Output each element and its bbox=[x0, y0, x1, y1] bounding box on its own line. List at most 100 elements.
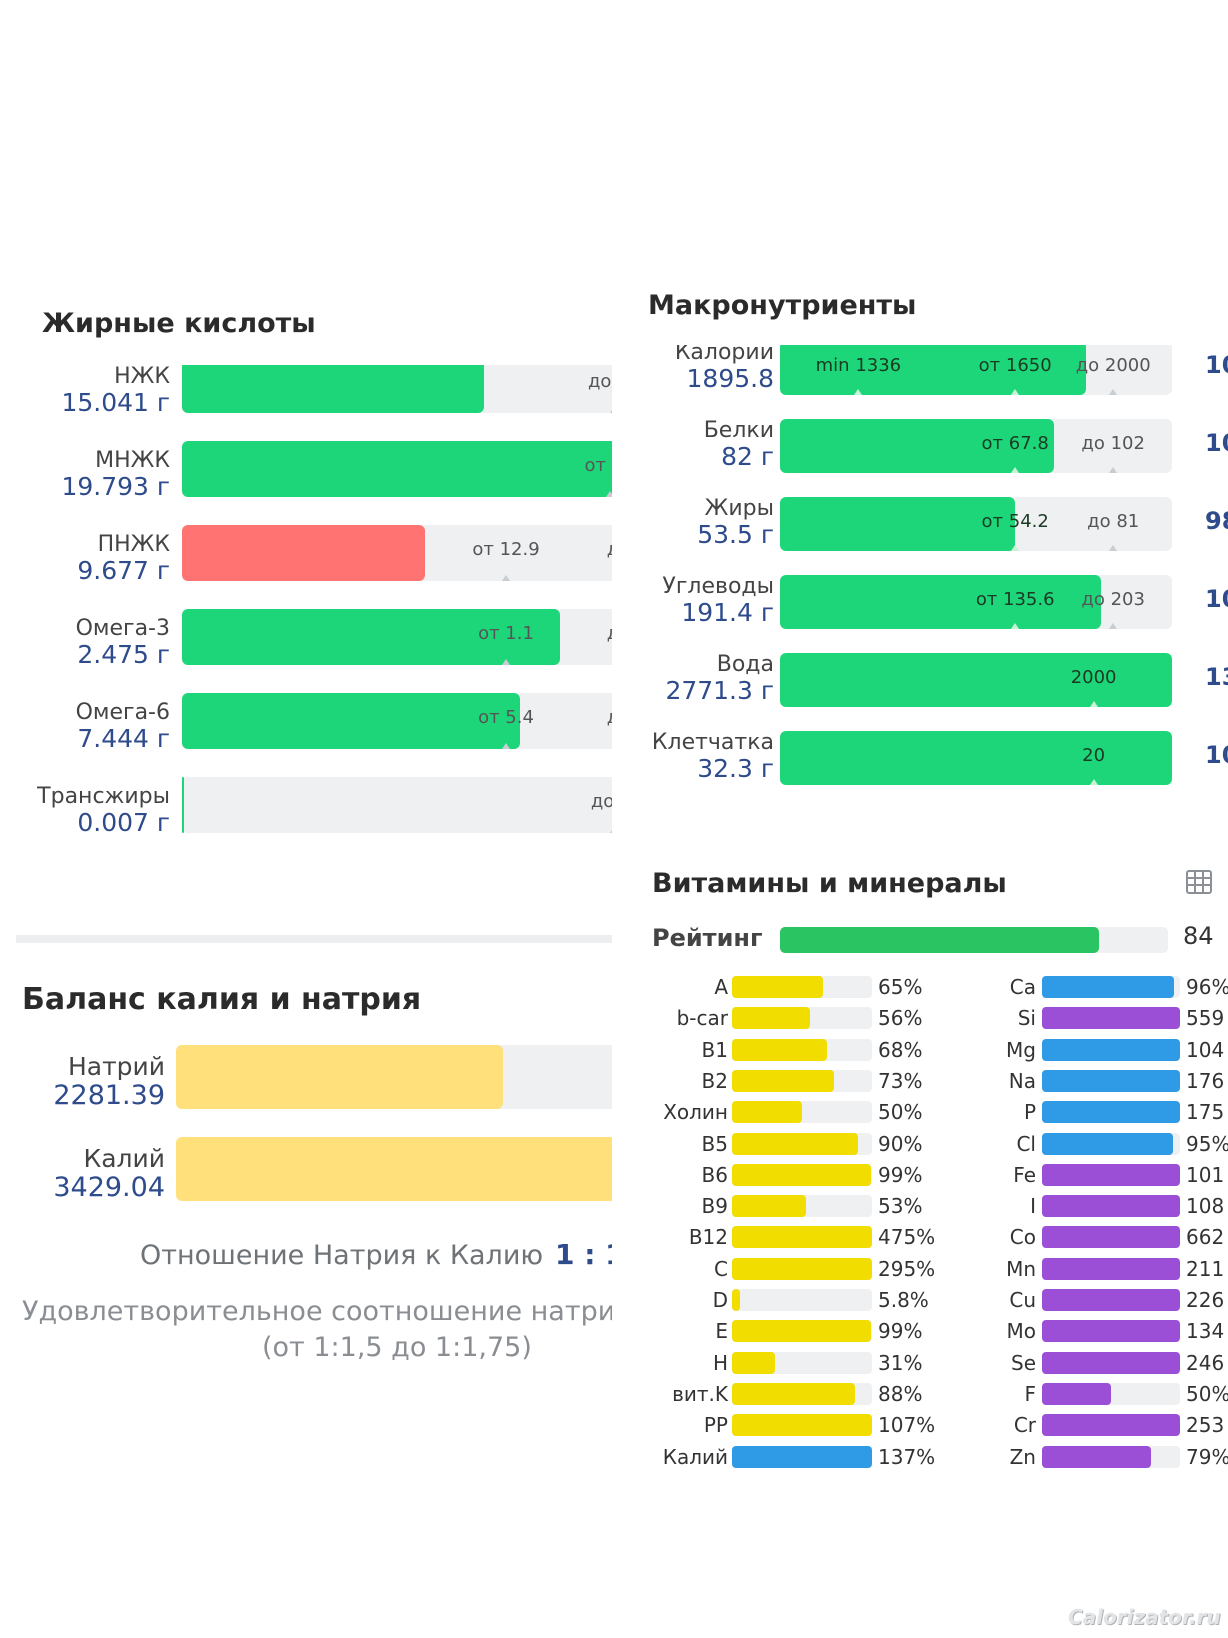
norm-tick bbox=[502, 743, 510, 749]
nutrient-name: A bbox=[714, 975, 728, 999]
macro-value: 32.3 г bbox=[697, 754, 774, 783]
ratio-row: Отношение Натрия к Калию 1 : 1. bbox=[0, 1238, 612, 1278]
nutrient-bar-fill bbox=[732, 1070, 835, 1092]
norm-marker: до 21 bbox=[587, 371, 612, 392]
nutrient-name: Cr bbox=[1013, 1413, 1036, 1437]
nutrient-percent: 53% bbox=[878, 1194, 923, 1218]
nutrient-bar-fill bbox=[1042, 1164, 1180, 1186]
nutrient-name: Холин bbox=[663, 1100, 728, 1124]
nutrient-bar-fill bbox=[1042, 1383, 1111, 1405]
fatty-acid-bar-fill bbox=[182, 609, 560, 665]
fatty-acid-bar: от 1.1 до bbox=[182, 609, 612, 665]
balance-label: Калий 3429.04 bbox=[53, 1145, 165, 1203]
nutrient-percent: 5.8% bbox=[878, 1288, 929, 1312]
nutrient-percent: 253 bbox=[1186, 1413, 1225, 1437]
norm-tick bbox=[1109, 545, 1118, 551]
nutrient-name: E bbox=[715, 1319, 728, 1343]
balance-bar-fill bbox=[176, 1137, 612, 1201]
nutrient-bar bbox=[732, 1414, 872, 1436]
norm-marker: от 19 bbox=[584, 455, 612, 476]
nutrient-bar-fill bbox=[732, 1007, 811, 1029]
ratio-note-line2: (от 1:1,5 до 1:1,75) bbox=[262, 1332, 532, 1363]
nutrient-percent: 559 bbox=[1186, 1006, 1225, 1030]
norm-marker: 2000 bbox=[1070, 667, 1117, 688]
balance-value: 3429.04 bbox=[53, 1172, 165, 1203]
nutrient-percent: 99% bbox=[878, 1319, 923, 1343]
norm-tick bbox=[1011, 467, 1020, 473]
nutrient-bar bbox=[1042, 1226, 1180, 1248]
norm-tick bbox=[1089, 779, 1098, 785]
nutrient-bar bbox=[1042, 1070, 1180, 1092]
fatty-acid-name: Трансжиры bbox=[37, 784, 170, 809]
table-icon[interactable] bbox=[1185, 868, 1213, 896]
fatty-acid-bar-fill bbox=[182, 365, 484, 413]
nutrient-bar bbox=[1042, 1383, 1180, 1405]
nutrient-bar bbox=[732, 1383, 872, 1405]
nutrient-name: D bbox=[712, 1288, 728, 1312]
nutrient-bar bbox=[732, 1007, 872, 1029]
nutrient-bar-fill bbox=[732, 976, 823, 998]
fatty-acid-name: ПНЖК bbox=[97, 532, 170, 557]
nutrient-percent: 137% bbox=[878, 1445, 936, 1469]
macro-bar: min 1336 от 1650 до 2000 bbox=[780, 345, 1172, 395]
nutrient-bar-fill bbox=[732, 1039, 828, 1061]
nutrient-percent: 56% bbox=[878, 1006, 923, 1030]
nutrient-bar-fill bbox=[1042, 1195, 1180, 1217]
nutrient-bar-fill bbox=[1042, 976, 1175, 998]
rating-label: Рейтинг bbox=[652, 924, 763, 952]
nutrient-bar-fill bbox=[1042, 1414, 1180, 1436]
norm-marker: от 12.9 bbox=[472, 539, 540, 560]
nutrient-bar bbox=[1042, 1007, 1180, 1029]
nutrient-bar bbox=[1042, 1101, 1180, 1123]
nutrient-bar-fill bbox=[732, 1352, 776, 1374]
fatty-acid-label: МНЖК 19.793 г bbox=[61, 449, 170, 501]
nutrient-percent: 68% bbox=[878, 1038, 923, 1062]
fatty-acid-value: 9.677 г bbox=[77, 556, 170, 585]
nutrient-percent: 107% bbox=[878, 1413, 936, 1437]
balance-bar-fill bbox=[176, 1045, 503, 1109]
nutrient-bar-fill bbox=[732, 1289, 741, 1311]
balance-value: 2281.39 bbox=[53, 1080, 165, 1111]
macro-name: Белки bbox=[703, 418, 774, 443]
nutrient-bar-fill bbox=[1042, 1070, 1180, 1092]
nutrient-bar bbox=[732, 1195, 872, 1217]
nutrient-percent: 79% bbox=[1186, 1445, 1228, 1469]
fatty-acid-bar: до 21 bbox=[182, 365, 612, 413]
nutrient-bar bbox=[1042, 1039, 1180, 1061]
norm-tick bbox=[502, 659, 510, 665]
macro-bar-fill bbox=[780, 497, 1016, 551]
norm-marker: от 67.8 bbox=[981, 433, 1049, 454]
macro-label: Вода 2771.3 г bbox=[665, 653, 774, 705]
nutrient-bar-fill bbox=[732, 1164, 871, 1186]
nutrient-name: Cl bbox=[1016, 1132, 1036, 1156]
nutrient-name: B2 bbox=[701, 1069, 728, 1093]
nutrient-bar-fill bbox=[1042, 1258, 1180, 1280]
fatty-acid-value: 19.793 г bbox=[61, 472, 170, 501]
fatty-acid-label: Омега-6 7.444 г bbox=[76, 701, 170, 753]
macro-label: Калории 1895.8 bbox=[675, 345, 774, 392]
nutrient-bar-fill bbox=[1042, 1226, 1180, 1248]
fatty-acid-bar: до 2. bbox=[182, 777, 612, 833]
norm-tick bbox=[1109, 389, 1118, 395]
macro-label: Клетчатка 32.3 г bbox=[652, 731, 774, 783]
macro-name: Углеводы bbox=[662, 574, 774, 599]
nutrient-percent: 104 bbox=[1186, 1038, 1225, 1062]
nutrient-bar bbox=[1042, 1446, 1180, 1468]
nutrient-bar-fill bbox=[1042, 1101, 1180, 1123]
macro-bar-fill bbox=[780, 345, 1086, 395]
norm-marker: от 1650 bbox=[978, 355, 1052, 376]
nutrient-name: b-car bbox=[676, 1006, 728, 1030]
nutrient-name: Na bbox=[1008, 1069, 1036, 1093]
macro-percent: 10 bbox=[1205, 741, 1228, 769]
macro-value: 1895.8 bbox=[686, 364, 774, 393]
nutrient-name: I bbox=[1030, 1194, 1036, 1218]
norm-marker: 20 bbox=[1082, 745, 1106, 766]
nutrient-name: Fe bbox=[1013, 1163, 1036, 1187]
macro-value: 191.4 г bbox=[681, 598, 774, 627]
nutrient-name: Mo bbox=[1006, 1319, 1037, 1343]
nutrient-percent: 475% bbox=[878, 1225, 936, 1249]
macro-value: 53.5 г bbox=[697, 520, 774, 549]
nutrient-percent: 101 bbox=[1186, 1163, 1225, 1187]
ratio-note-line1: Удовлетворительное соотношение натри bbox=[22, 1296, 612, 1327]
balance-name: Натрий bbox=[67, 1052, 165, 1081]
